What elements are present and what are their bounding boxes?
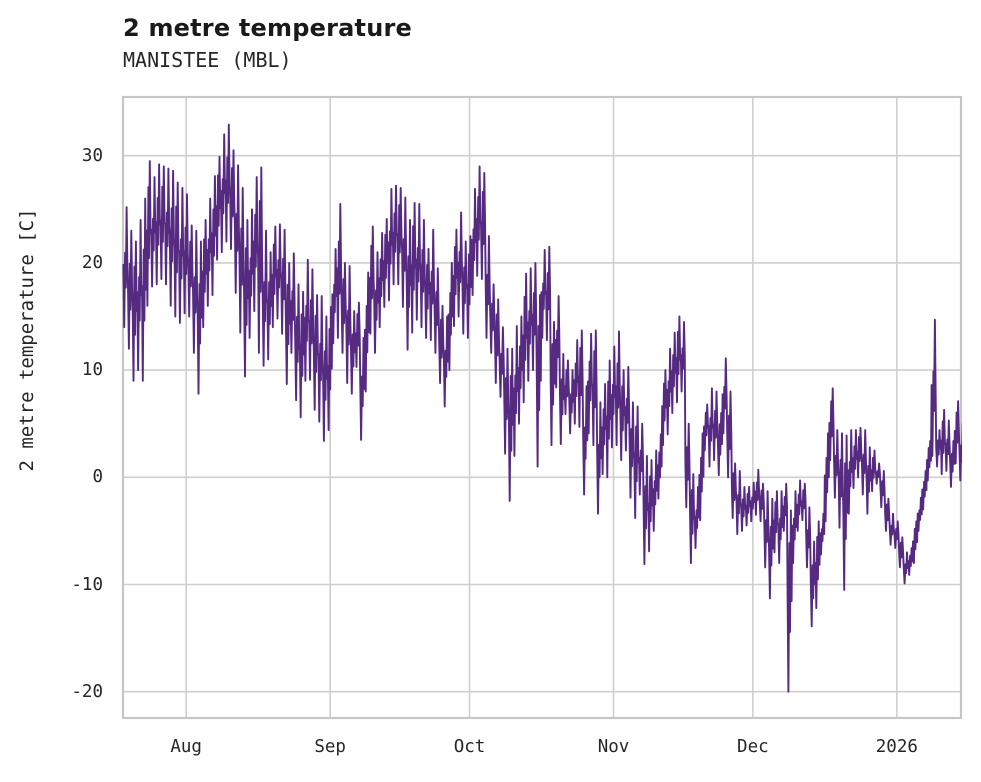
y-tick-label: 20 <box>81 252 103 273</box>
temperature-series-path <box>122 123 962 693</box>
x-tick-label: Aug <box>170 737 202 757</box>
plot-frame <box>121 95 963 720</box>
y-tick-label: 0 <box>92 467 103 488</box>
y-tick-label: -10 <box>71 574 103 595</box>
chart-subtitle: MANISTEE (MBL) <box>123 48 292 72</box>
x-tick-label: Dec <box>737 737 769 757</box>
chart-title: 2 metre temperature <box>123 14 412 42</box>
x-tick-label: Nov <box>597 737 630 757</box>
x-tick-label: 2026 <box>875 737 918 757</box>
x-tick-label: Oct <box>453 737 486 757</box>
y-tick-label: 30 <box>81 145 103 166</box>
x-tick-label: Sep <box>314 737 346 757</box>
y-tick-label: 10 <box>81 360 103 381</box>
y-tick-label: -20 <box>71 681 103 702</box>
